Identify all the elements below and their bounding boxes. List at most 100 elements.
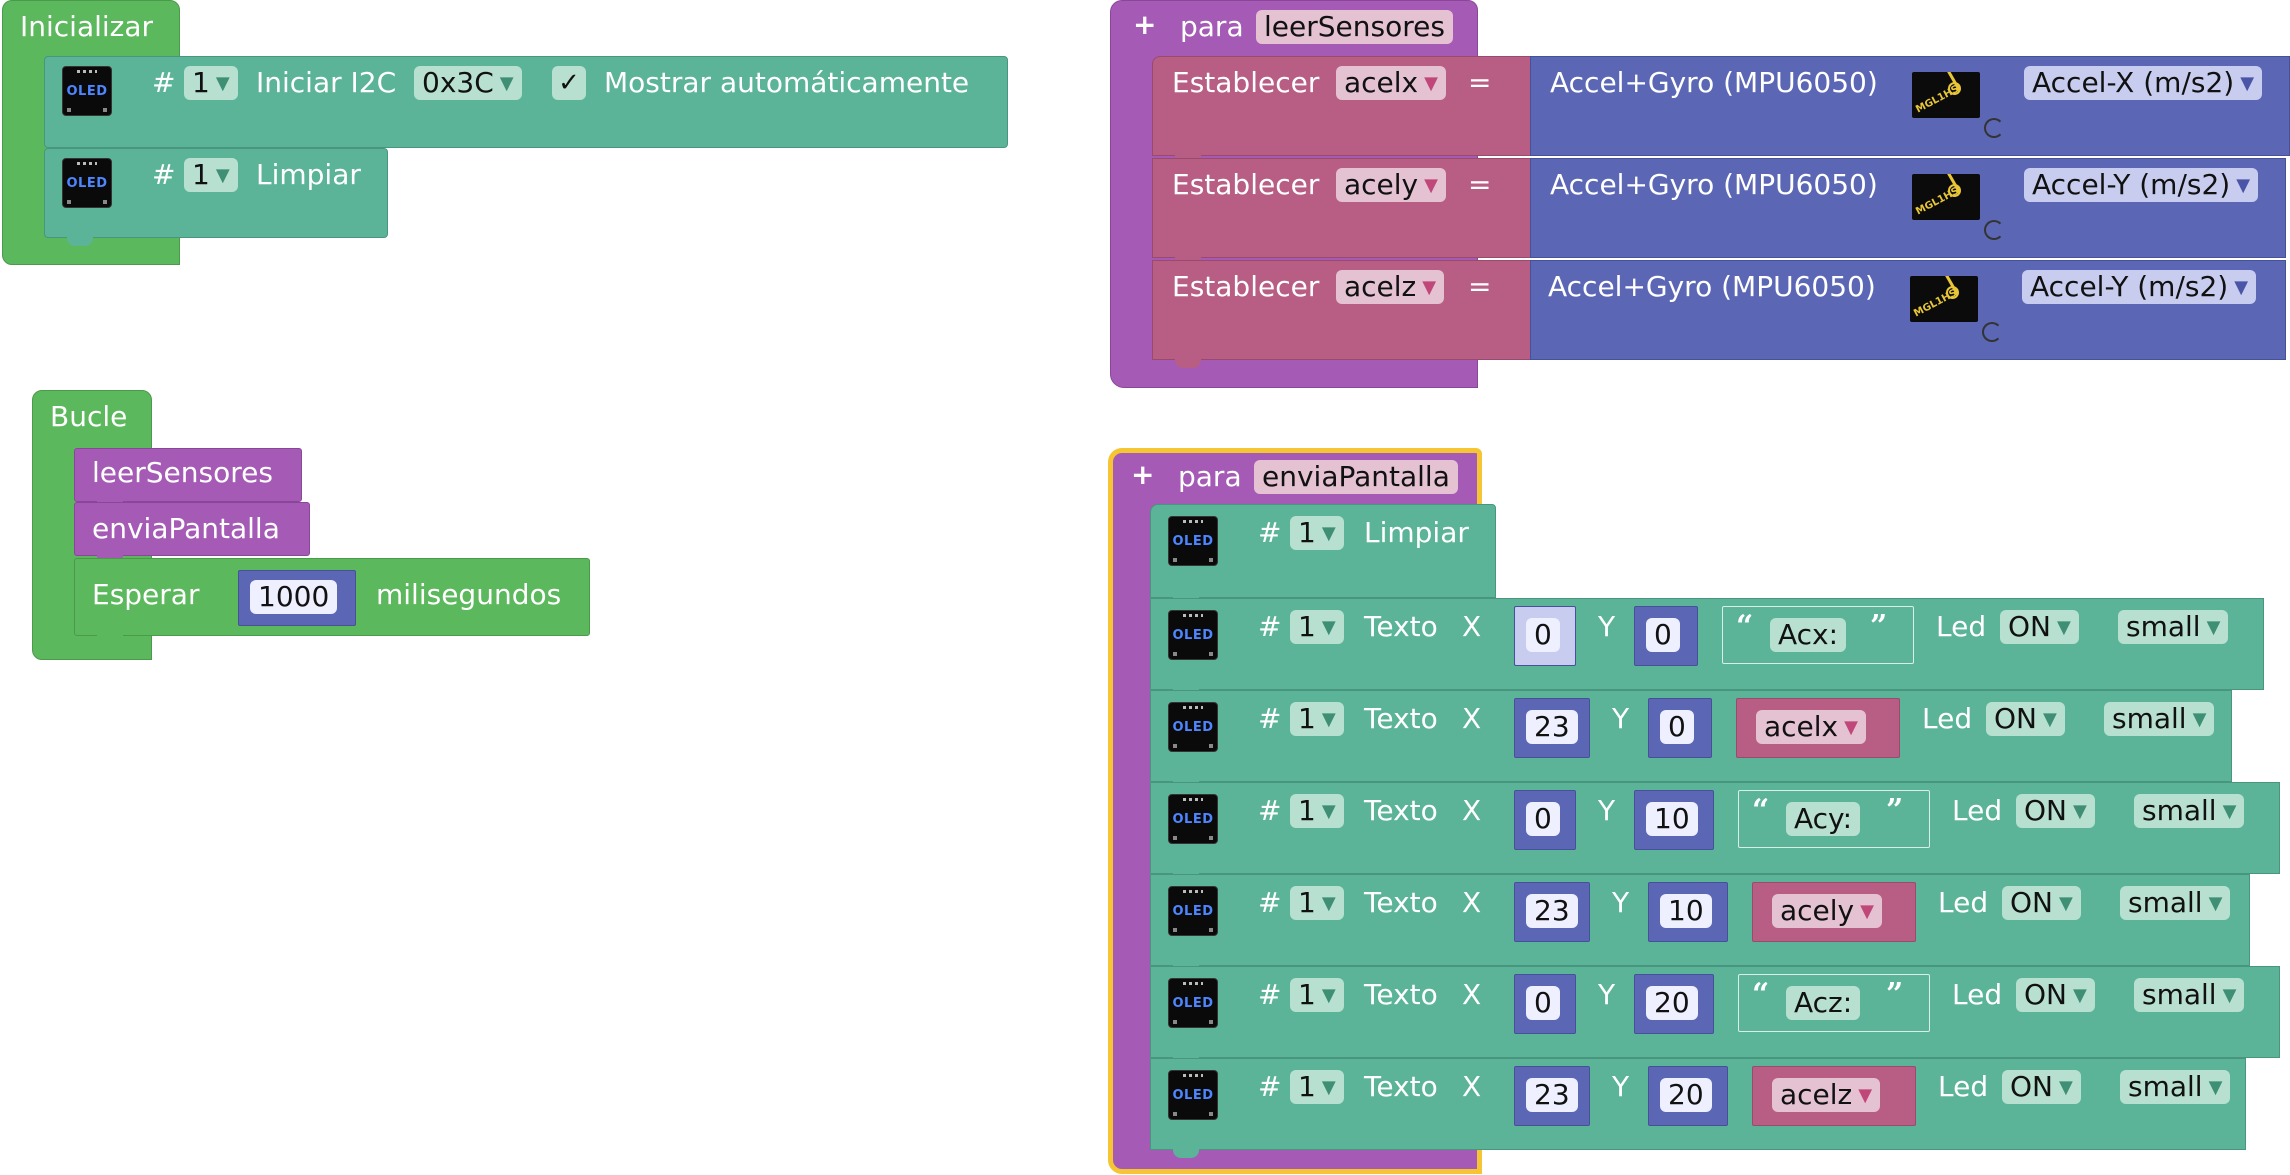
texto-label: Texto (1364, 978, 1438, 1011)
add-parameter-icon[interactable]: + (1133, 8, 1157, 41)
screen-dropdown[interactable]: 1 ▼ (1290, 1070, 1344, 1104)
axis-dropdown[interactable]: Accel-Y (m/s2) ▼ (2022, 270, 2257, 304)
chevron-down-icon: ▼ (1321, 801, 1336, 822)
chevron-down-icon: ▼ (2056, 617, 2071, 638)
variable-dropdown[interactable]: acelx ▼ (1756, 710, 1866, 744)
call-leer-sensores[interactable] (74, 448, 302, 510)
chevron-down-icon: ▼ (2222, 801, 2237, 822)
x-value-input[interactable]: 23 (1526, 894, 1578, 928)
auto-display-checkbox[interactable]: ✓ (552, 66, 586, 100)
size-dropdown[interactable]: small ▼ (2134, 794, 2245, 828)
texto-label: Texto (1364, 794, 1438, 827)
add-parameter-icon[interactable]: + (1131, 458, 1155, 491)
chevron-down-icon: ▼ (2206, 617, 2221, 638)
led-dropdown[interactable]: ON ▼ (2002, 886, 2081, 920)
chevron-down-icon: ▼ (2192, 709, 2207, 730)
y-value-input[interactable]: 10 (1646, 802, 1698, 836)
x-label: X (1462, 610, 1482, 643)
chevron-down-icon: ▼ (1321, 709, 1336, 730)
screen-dropdown[interactable]: 1 ▼ (1290, 794, 1344, 828)
refresh-icon[interactable] (1982, 322, 2002, 342)
hash-label: # (1258, 516, 1282, 549)
y-number-block[interactable] (1648, 882, 1728, 942)
size-dropdown[interactable]: small ▼ (2120, 1070, 2231, 1104)
address-dropdown[interactable]: 0x3C ▼ (414, 66, 522, 100)
led-dropdown[interactable]: ON ▼ (1986, 702, 2065, 736)
variable-dropdown[interactable]: acely ▼ (1772, 894, 1882, 928)
refresh-icon[interactable] (1984, 220, 2004, 240)
y-label: Y (1612, 702, 1630, 735)
size-dropdown[interactable]: small ▼ (2120, 886, 2231, 920)
led-dropdown[interactable]: ON ▼ (2002, 1070, 2081, 1104)
led-dropdown[interactable]: ON ▼ (2016, 978, 2095, 1012)
wait-value-input[interactable]: 1000 (250, 580, 338, 614)
inicializar-title: Inicializar (20, 10, 154, 43)
y-value-input[interactable]: 10 (1660, 894, 1712, 928)
y-label: Y (1598, 794, 1616, 827)
open-quote-icon: “ (1752, 793, 1770, 828)
y-label: Y (1612, 1070, 1630, 1103)
clear-label: Limpiar (1364, 516, 1469, 549)
led-label: Led (1936, 610, 1987, 643)
chevron-down-icon: ▼ (1321, 1077, 1336, 1098)
size-dropdown[interactable]: small ▼ (2134, 978, 2245, 1012)
axis-dropdown[interactable]: Accel-X (m/s2) ▼ (2024, 66, 2263, 100)
close-quote-icon: ” (1886, 977, 1904, 1012)
hash-label: # (1258, 1070, 1282, 1103)
axis-dropdown[interactable]: Accel-Y (m/s2) ▼ (2024, 168, 2259, 202)
set-label: Establecer (1172, 168, 1320, 201)
x-value-input[interactable]: 0 (1526, 802, 1560, 836)
screen-dropdown[interactable]: 1 ▼ (184, 66, 238, 100)
variable-dropdown[interactable]: acelz ▼ (1772, 1078, 1881, 1112)
variable-dropdown[interactable]: acelx ▼ (1336, 66, 1446, 100)
call-envia-pantalla[interactable] (74, 502, 310, 564)
x-value-input[interactable]: 0 (1526, 986, 1560, 1020)
string-value-input[interactable]: Acz: (1786, 986, 1861, 1020)
string-value-input[interactable]: Acy: (1786, 802, 1861, 836)
y-label: Y (1598, 978, 1616, 1011)
screen-dropdown[interactable]: 1 ▼ (1290, 516, 1344, 550)
function-name-field[interactable]: leerSensores (1256, 10, 1453, 44)
screen-dropdown[interactable]: 1 ▼ (1290, 978, 1344, 1012)
y-value-input[interactable]: 20 (1646, 986, 1698, 1020)
hash-label: # (1258, 886, 1282, 919)
open-quote-icon: “ (1736, 609, 1754, 644)
hash-label: # (1258, 794, 1282, 827)
chevron-down-icon: ▼ (499, 73, 514, 94)
size-dropdown[interactable]: small ▼ (2118, 610, 2229, 644)
para-label: para (1180, 10, 1244, 43)
x-value-input[interactable]: 0 (1526, 618, 1560, 652)
led-label: Led (1952, 978, 2003, 1011)
screen-dropdown[interactable]: 1 ▼ (1290, 886, 1344, 920)
screen-dropdown[interactable]: 1 ▼ (1290, 610, 1344, 644)
screen-dropdown[interactable]: 1 ▼ (1290, 702, 1344, 736)
chevron-down-icon: ▼ (2234, 277, 2249, 298)
mpu6050-image: MGL1HS (1912, 72, 1980, 118)
oled-icon: OLED (1168, 1070, 1218, 1120)
chevron-down-icon: ▼ (2208, 893, 2223, 914)
size-dropdown[interactable]: small ▼ (2104, 702, 2215, 736)
variable-dropdown[interactable]: acely ▼ (1336, 168, 1446, 202)
close-quote-icon: ” (1870, 609, 1888, 644)
wait-label: Esperar (92, 578, 200, 611)
y-value-input[interactable]: 20 (1660, 1078, 1712, 1112)
x-number-block[interactable] (1514, 790, 1576, 850)
x-label: X (1462, 794, 1482, 827)
led-label: Led (1952, 794, 2003, 827)
hash-label: # (1258, 702, 1282, 735)
y-value-input[interactable]: 0 (1660, 710, 1694, 744)
variable-dropdown[interactable]: acelz ▼ (1336, 270, 1445, 304)
x-value-input[interactable]: 23 (1526, 710, 1578, 744)
chevron-down-icon: ▼ (2042, 709, 2057, 730)
refresh-icon[interactable] (1984, 118, 2004, 138)
x-value-input[interactable]: 23 (1526, 1078, 1578, 1112)
y-value-input[interactable]: 0 (1646, 618, 1680, 652)
function-name-field[interactable]: enviaPantalla (1254, 460, 1458, 494)
x-label: X (1462, 702, 1482, 735)
string-value-input[interactable]: Acx: (1770, 618, 1847, 652)
led-dropdown[interactable]: ON ▼ (2016, 794, 2095, 828)
wait-unit-label: milisegundos (376, 578, 562, 611)
screen-dropdown[interactable]: 1 ▼ (184, 158, 238, 192)
chevron-down-icon: ▼ (1424, 73, 1438, 94)
led-dropdown[interactable]: ON ▼ (2000, 610, 2079, 644)
